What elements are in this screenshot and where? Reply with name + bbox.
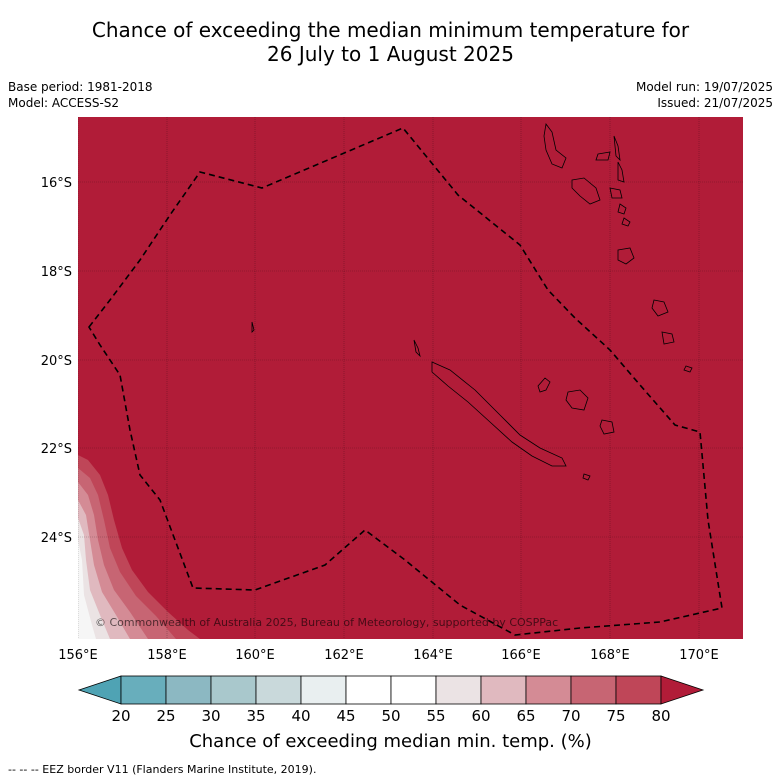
lat-label-20: 20°S [41,354,72,369]
map-plot-area [78,117,743,639]
colorbar-tick-label: 70 [561,707,580,725]
issued-date: Issued: 21/07/2025 [657,96,773,110]
colorbar-segment [615,675,662,705]
colorbar-tick-label: 65 [516,707,535,725]
lon-label-160: 160°E [235,648,275,663]
colorbar-segment [255,675,302,705]
chesterfield-islands [251,321,255,333]
colorbar-segment [165,675,212,705]
mare-island [599,419,615,435]
tanna-island [661,331,675,345]
lon-label-156: 156°E [58,648,98,663]
copyright-notice: © Commonwealth of Australia 2025, Bureau… [95,616,558,629]
new-caledonia-main-island [431,361,567,467]
belep-islands [413,339,421,358]
lat-label-24: 24°S [41,531,72,546]
eez-footnote: -- -- -- EEZ border V11 (Flanders Marine… [8,763,317,776]
colorbar-tick-label: 80 [651,707,670,725]
lat-label-22: 22°S [41,442,72,457]
maewo-island [613,135,621,162]
malakula-island [571,177,601,205]
coastlines [251,123,693,481]
colorbar-label: Chance of exceeding median min. temp. (%… [189,731,592,752]
colorbar-tick-label: 40 [291,707,310,725]
lon-label-170: 170°E [679,648,719,663]
colorbar-segment [570,675,617,705]
graticule [78,117,743,639]
lon-label-164: 164°E [413,648,453,663]
espiritu-santo-island [543,123,567,169]
lat-label-18: 18°S [41,265,72,280]
colorbar-segment [345,675,392,705]
colorbar-tick-label: 75 [606,707,625,725]
colorbar-segment [435,675,482,705]
colorbar-segment [480,675,527,705]
colorbar: 20 25 30 35 40 45 50 55 60 65 70 75 80 [77,675,705,725]
longitude-labels: 156°E 158°E 160°E 162°E 164°E 166°E 168°… [58,648,719,663]
efate-island [617,247,635,265]
colorbar-arrow-high [660,675,705,705]
colorbar-segment [525,675,572,705]
ambae-island [595,151,611,161]
colorbar-tick-label: 60 [471,707,490,725]
colorbar-tick-label: 50 [381,707,400,725]
colorbar-segment [300,675,347,705]
pentecost-island [617,161,625,183]
colorbar-tick-label: 30 [201,707,220,725]
colorbar-tick-label: 45 [336,707,355,725]
metadata-right: Model run: 19/07/2025 Issued: 21/07/2025 [636,79,773,111]
eez-border [88,127,723,636]
lat-label-16: 16°S [41,176,72,191]
epi-island [617,203,627,215]
shepherd-islands [621,217,631,227]
metadata-left: Base period: 1981-2018 Model: ACCESS-S2 [8,79,153,111]
isle-of-pines [582,473,591,481]
colorbar-segment [120,675,167,705]
forecast-field [78,117,743,639]
map-title: Chance of exceeding the median minimum t… [0,18,781,66]
latitude-labels: 16°S 18°S 20°S 22°S 24°S [41,176,72,546]
colorbar-segment [390,675,437,705]
colorbar-tick-label: 55 [426,707,445,725]
ambrym-island [609,187,623,199]
lon-label-158: 158°E [147,648,187,663]
colorbar-tick-label: 35 [246,707,265,725]
band-50 [78,540,96,639]
title-line-1: Chance of exceeding the median minimum t… [91,18,690,42]
colorbar-segment [210,675,257,705]
lon-label-168: 168°E [590,648,630,663]
lon-label-162: 162°E [324,648,364,663]
colorbar-tick-label: 20 [111,707,130,725]
aneityum-island [683,365,693,373]
ouvea-island [537,377,551,393]
lifou-island [565,389,589,411]
title-line-2: 26 July to 1 August 2025 [267,42,514,66]
colorbar-arrow-low [77,675,122,705]
base-period: Base period: 1981-2018 [8,80,153,94]
erromango-island [651,299,669,317]
lon-label-166: 166°E [501,648,541,663]
model-name: Model: ACCESS-S2 [8,96,120,110]
colorbar-tick-label: 25 [156,707,175,725]
model-run-date: Model run: 19/07/2025 [635,80,773,94]
